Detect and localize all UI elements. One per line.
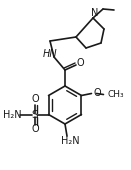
Text: O: O (76, 58, 84, 68)
Text: CH₃: CH₃ (107, 90, 124, 99)
Text: H₂N: H₂N (3, 109, 22, 120)
Text: O: O (32, 95, 39, 105)
Text: H₂N: H₂N (61, 136, 79, 146)
Text: HN: HN (43, 49, 57, 59)
Text: O: O (32, 124, 39, 134)
Text: S: S (31, 109, 38, 120)
Text: O: O (93, 88, 101, 98)
Text: N: N (91, 8, 99, 18)
